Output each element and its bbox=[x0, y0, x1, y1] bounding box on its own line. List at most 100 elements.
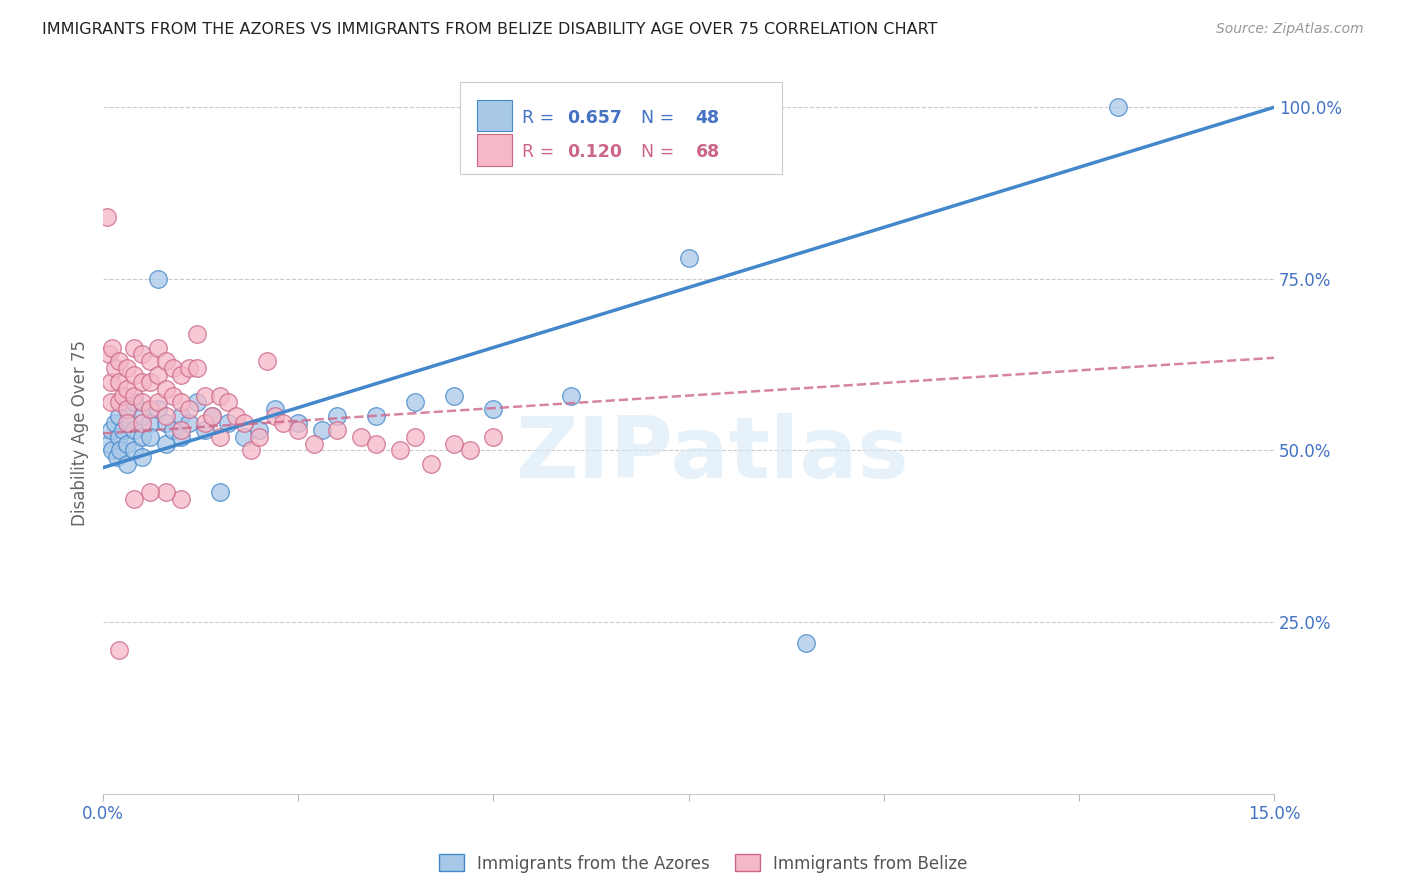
Text: 0.120: 0.120 bbox=[567, 144, 621, 161]
Point bbox=[146, 368, 169, 382]
Point bbox=[124, 395, 146, 409]
Point bbox=[170, 423, 193, 437]
Point bbox=[139, 375, 162, 389]
Point bbox=[131, 375, 153, 389]
Point bbox=[146, 402, 169, 417]
Point bbox=[124, 388, 146, 402]
Point bbox=[482, 402, 505, 417]
Point bbox=[104, 361, 127, 376]
Point bbox=[111, 423, 134, 437]
Point bbox=[139, 430, 162, 444]
Point bbox=[139, 354, 162, 368]
Point bbox=[170, 409, 193, 424]
Point bbox=[131, 430, 153, 444]
Point bbox=[186, 395, 208, 409]
Point bbox=[115, 457, 138, 471]
Point bbox=[155, 382, 177, 396]
Point bbox=[232, 416, 254, 430]
Point bbox=[482, 430, 505, 444]
Point bbox=[155, 409, 177, 424]
Point bbox=[311, 423, 333, 437]
Point bbox=[96, 210, 118, 224]
Point bbox=[177, 361, 200, 376]
Point bbox=[201, 409, 224, 424]
Point bbox=[107, 642, 129, 657]
Point bbox=[404, 395, 426, 409]
Point bbox=[420, 457, 443, 471]
Point bbox=[107, 409, 129, 424]
Point bbox=[107, 375, 129, 389]
Point bbox=[186, 361, 208, 376]
Point bbox=[194, 416, 217, 430]
Point bbox=[247, 430, 270, 444]
Point bbox=[98, 347, 121, 361]
Point bbox=[177, 416, 200, 430]
Point bbox=[287, 423, 309, 437]
Point bbox=[105, 450, 128, 465]
Y-axis label: Disability Age Over 75: Disability Age Over 75 bbox=[72, 341, 89, 526]
Point bbox=[110, 443, 132, 458]
Point bbox=[170, 395, 193, 409]
Point bbox=[155, 436, 177, 450]
Point bbox=[100, 375, 122, 389]
Point bbox=[139, 416, 162, 430]
Point bbox=[131, 416, 153, 430]
Point bbox=[100, 423, 122, 437]
Point bbox=[271, 416, 294, 430]
Point bbox=[155, 354, 177, 368]
Point bbox=[107, 430, 129, 444]
Point bbox=[678, 252, 700, 266]
Point bbox=[162, 361, 184, 376]
Point bbox=[115, 416, 138, 430]
Point bbox=[170, 368, 193, 382]
Point bbox=[115, 382, 138, 396]
FancyBboxPatch shape bbox=[477, 134, 512, 166]
Point bbox=[115, 361, 138, 376]
Point bbox=[155, 484, 177, 499]
Text: ZIPatlas: ZIPatlas bbox=[515, 414, 908, 497]
Text: Source: ZipAtlas.com: Source: ZipAtlas.com bbox=[1216, 22, 1364, 37]
Point bbox=[131, 409, 153, 424]
Text: 48: 48 bbox=[696, 109, 720, 127]
FancyBboxPatch shape bbox=[477, 100, 512, 131]
Point bbox=[162, 388, 184, 402]
Point bbox=[225, 409, 247, 424]
Point bbox=[177, 402, 200, 417]
Point bbox=[209, 388, 232, 402]
Text: IMMIGRANTS FROM THE AZORES VS IMMIGRANTS FROM BELIZE DISABILITY AGE OVER 75 CORR: IMMIGRANTS FROM THE AZORES VS IMMIGRANTS… bbox=[42, 22, 938, 37]
Point bbox=[131, 347, 153, 361]
Point bbox=[104, 416, 127, 430]
Point bbox=[101, 341, 124, 355]
Point bbox=[124, 443, 146, 458]
Point bbox=[194, 423, 217, 437]
Text: 68: 68 bbox=[696, 144, 720, 161]
Point bbox=[217, 416, 239, 430]
Text: 0.657: 0.657 bbox=[567, 109, 621, 127]
Point bbox=[366, 409, 388, 424]
Text: R =: R = bbox=[522, 144, 560, 161]
Text: R =: R = bbox=[522, 109, 560, 127]
Point bbox=[155, 416, 177, 430]
Point bbox=[263, 409, 285, 424]
Point bbox=[120, 416, 142, 430]
Point bbox=[170, 491, 193, 506]
Point bbox=[443, 388, 465, 402]
Point bbox=[388, 443, 411, 458]
Point bbox=[107, 395, 129, 409]
Point bbox=[139, 402, 162, 417]
Point bbox=[443, 436, 465, 450]
Point bbox=[146, 272, 169, 286]
Point bbox=[146, 395, 169, 409]
Point bbox=[100, 395, 122, 409]
Point bbox=[131, 395, 153, 409]
Point bbox=[794, 635, 817, 649]
Point bbox=[146, 341, 169, 355]
Point bbox=[217, 395, 239, 409]
Point bbox=[247, 423, 270, 437]
Point bbox=[162, 423, 184, 437]
Point bbox=[263, 402, 285, 417]
Point bbox=[115, 436, 138, 450]
Point bbox=[107, 354, 129, 368]
Point bbox=[101, 443, 124, 458]
Point bbox=[458, 443, 481, 458]
